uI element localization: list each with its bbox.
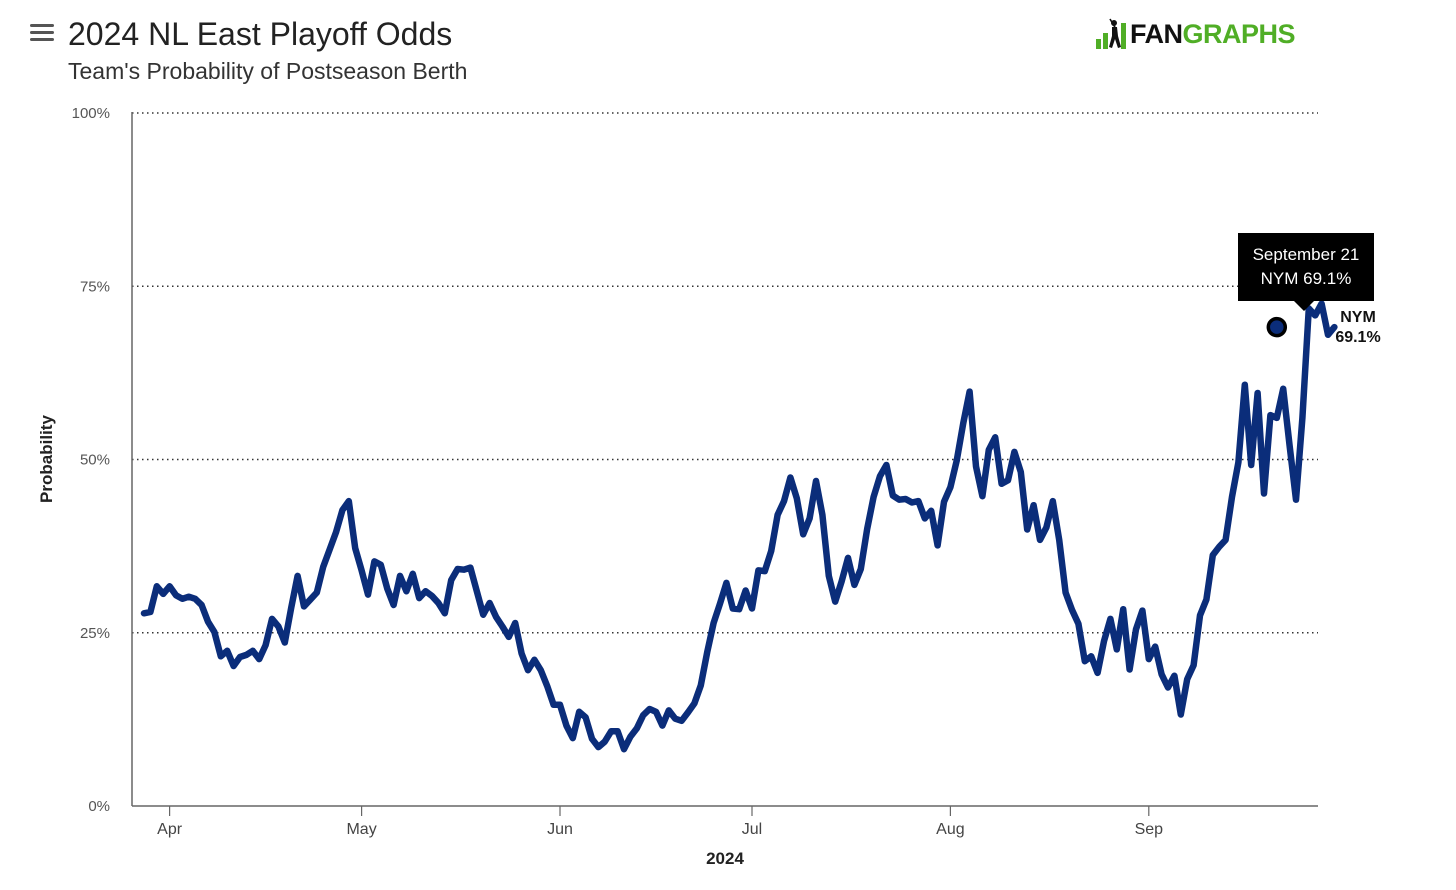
x-axis-ticks: Apr May Jun Jul Aug Sep: [157, 806, 1163, 838]
y-tick-label: 75%: [80, 278, 110, 295]
y-tick-label: 0%: [88, 798, 110, 815]
fangraphs-logo[interactable]: FAN GRAPHS: [1094, 16, 1296, 52]
y-axis-title: Probability: [37, 415, 56, 503]
y-tick-label: 100%: [72, 105, 110, 122]
end-label-team: NYM: [1340, 309, 1376, 326]
series-end-label: NYM 69.1%: [1326, 308, 1390, 348]
x-tick-label: Jun: [547, 821, 573, 838]
x-tick-label: Jul: [742, 821, 762, 838]
x-axis-title: 2024: [706, 849, 744, 868]
end-label-value: 69.1%: [1335, 329, 1381, 346]
chart-title: 2024 NL East Playoff Odds: [68, 16, 453, 52]
y-tick-label: 25%: [80, 625, 110, 642]
logo-text-fan: FAN: [1130, 18, 1183, 49]
y-tick-label: 50%: [80, 452, 110, 469]
y-axis-ticks: 0% 25% 50% 75% 100%: [72, 105, 110, 815]
x-tick-label: Aug: [936, 821, 964, 838]
gridlines: [132, 112, 1318, 634]
highlight-point[interactable]: [1266, 316, 1288, 338]
x-tick-label: Sep: [1135, 821, 1164, 838]
tooltip-date: September 21: [1252, 245, 1360, 264]
tooltip: September 21 NYM 69.1%: [1238, 233, 1374, 311]
hamburger-menu-icon[interactable]: [30, 24, 54, 42]
x-tick-label: Apr: [157, 821, 183, 838]
logo-text-graphs: GRAPHS: [1182, 18, 1296, 49]
series-line-nym: [140, 300, 1338, 753]
chart-subtitle: Team's Probability of Postseason Berth: [68, 58, 468, 84]
tooltip-value: NYM 69.1%: [1260, 269, 1352, 288]
batter-icon: [1096, 18, 1126, 49]
x-tick-label: May: [346, 821, 376, 838]
